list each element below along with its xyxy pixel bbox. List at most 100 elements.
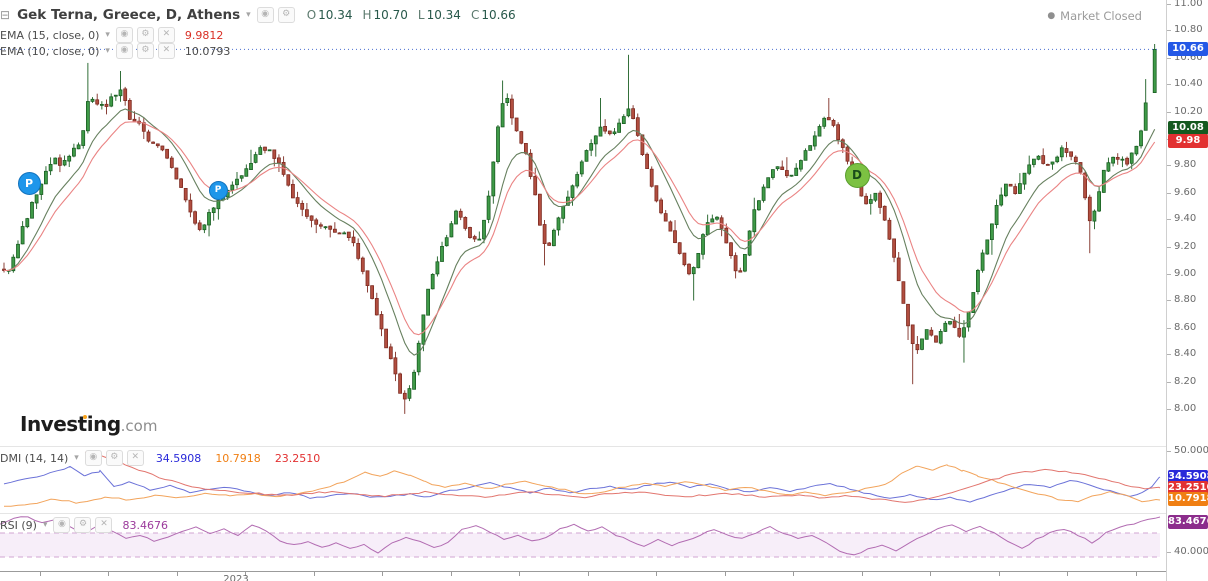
time-tick	[177, 572, 178, 576]
price-label: 10.20	[1174, 106, 1203, 117]
payment-marker[interactable]: P	[208, 180, 228, 200]
time-label: 2023	[223, 574, 249, 581]
time-tick	[588, 572, 589, 576]
price-label: 9.00	[1174, 268, 1197, 279]
price-tick	[1167, 300, 1171, 301]
gear-icon[interactable]: ⚙	[136, 27, 154, 43]
price-tick	[1167, 354, 1171, 355]
price-tick	[1167, 247, 1171, 248]
eye-icon[interactable]: ◉	[84, 450, 102, 466]
time-tick	[451, 572, 452, 576]
ohlc-letter: O	[306, 8, 317, 22]
eye-icon[interactable]: ◉	[256, 7, 274, 23]
price-label: 9.60	[1174, 187, 1197, 198]
chevron-down-icon[interactable]: ▾	[105, 46, 110, 56]
price-label: 8.20	[1174, 376, 1197, 387]
ohlc-value: 10.70	[373, 8, 408, 22]
last-price-tag: 10.66	[1168, 42, 1208, 56]
pane-separator-main-dmi[interactable]	[0, 446, 1166, 447]
time-tick	[725, 572, 726, 576]
dmi-tag-1: 23.2510	[1168, 481, 1208, 495]
dmi-tag-0: 34.5908	[1168, 470, 1208, 484]
ema10-value: 10.0793	[184, 44, 231, 58]
market-status-badge: ● Market Closed	[1047, 9, 1142, 23]
chevron-down-icon[interactable]: ▾	[105, 30, 110, 40]
dmi-minus_di-line[interactable]	[4, 464, 1161, 507]
eye-icon[interactable]: ◉	[115, 27, 133, 43]
chevron-down-icon[interactable]: ▾	[42, 520, 48, 530]
time-tick	[1136, 572, 1137, 576]
market-status-text: Market Closed	[1060, 9, 1142, 23]
close-icon[interactable]: ✕	[126, 450, 144, 466]
logo-suffix-text: .com	[120, 417, 158, 435]
dividend-marker[interactable]: D	[844, 162, 870, 188]
close-icon[interactable]: ✕	[157, 43, 175, 59]
price-label: 9.20	[1174, 241, 1197, 252]
price-tick	[1167, 409, 1171, 410]
ema10-label[interactable]: EMA (10, close, 0)	[0, 44, 100, 58]
collapse-pane-icon[interactable]: ⊟	[0, 8, 11, 22]
ema15-label[interactable]: EMA (15, close, 0)	[0, 28, 100, 42]
gear-icon[interactable]: ⚙	[74, 517, 92, 533]
gear-icon[interactable]: ⚙	[136, 43, 154, 59]
price-tick	[1167, 382, 1171, 383]
price-label: 8.00	[1174, 403, 1197, 414]
time-tick	[108, 572, 109, 576]
dmi-label[interactable]: DMI (14, 14)	[0, 451, 69, 465]
price-tick	[1167, 193, 1171, 194]
gear-icon[interactable]: ⚙	[277, 7, 295, 23]
time-tick	[245, 572, 246, 576]
rsi-tag: 83.4676	[1168, 515, 1208, 529]
ohlc-letter: H	[362, 8, 372, 22]
price-tick	[1167, 30, 1171, 31]
dmi-value: 34.5908	[155, 451, 202, 465]
dmi-adx-line[interactable]	[84, 451, 1161, 503]
price-tick	[1167, 4, 1171, 5]
close-icon[interactable]: ✕	[157, 27, 175, 43]
price-label: 8.80	[1174, 294, 1197, 305]
price-label: 10.40	[1174, 78, 1203, 89]
dmi-axis-tick	[1167, 451, 1171, 452]
ema10-line[interactable]	[3, 108, 1156, 356]
rsi-legend-row: RSI (9) ▾ ◉ ⚙ ✕ 83.4676	[0, 517, 168, 533]
dmi-plus_di-line[interactable]	[3, 465, 1161, 503]
eye-icon[interactable]: ◉	[53, 517, 71, 533]
time-tick	[519, 572, 520, 576]
dmi-tag-2: 10.7918	[1168, 492, 1208, 506]
price-label: 9.80	[1174, 159, 1197, 170]
dmi-indicator-canvas[interactable]	[0, 447, 1166, 514]
ohlc-value: 10.34	[318, 8, 353, 22]
price-axis[interactable]: 11.0010.8010.6010.4010.2010.009.809.609.…	[1166, 0, 1208, 581]
logo-brand-text: Investing	[20, 412, 121, 436]
chevron-down-icon[interactable]: ▾	[74, 453, 79, 463]
gear-icon[interactable]: ⚙	[105, 450, 123, 466]
symbol-title[interactable]: Gek Terna, Greece, D, Athens	[17, 7, 241, 23]
rsi-axis-tick	[1167, 552, 1171, 553]
ohlc-letter: C	[470, 8, 480, 22]
ema10-price-tag: 10.08	[1168, 121, 1208, 135]
price-tick	[1167, 58, 1171, 59]
price-chart-canvas[interactable]	[0, 0, 1166, 447]
ema15-line[interactable]	[3, 121, 1156, 336]
rsi-band	[0, 533, 1160, 557]
close-icon[interactable]: ✕	[95, 517, 113, 533]
ema15-legend-row: EMA (15, close, 0) ▾ ◉ ⚙ ✕ 9.9812	[0, 27, 223, 43]
dmi-value: 10.7918	[215, 451, 261, 465]
ohlc-value: 10.66	[481, 8, 516, 22]
price-tick	[1167, 112, 1171, 113]
time-tick	[930, 572, 931, 576]
investing-logo: Investing.com	[20, 412, 157, 436]
rsi-label[interactable]: RSI (9)	[0, 518, 37, 532]
ohlc-value: 10.34	[426, 8, 461, 22]
chevron-down-icon[interactable]: ▾	[246, 10, 251, 20]
time-tick	[40, 572, 41, 576]
rsi-indicator-canvas[interactable]	[0, 514, 1166, 571]
rsi-line[interactable]	[0, 516, 1161, 556]
payment-marker[interactable]: P	[17, 171, 41, 195]
pane-separator-dmi-rsi[interactable]	[0, 513, 1166, 514]
eye-icon[interactable]: ◉	[115, 43, 133, 59]
time-tick	[862, 572, 863, 576]
logo-orange-dot	[82, 414, 87, 419]
price-tick	[1167, 219, 1171, 220]
